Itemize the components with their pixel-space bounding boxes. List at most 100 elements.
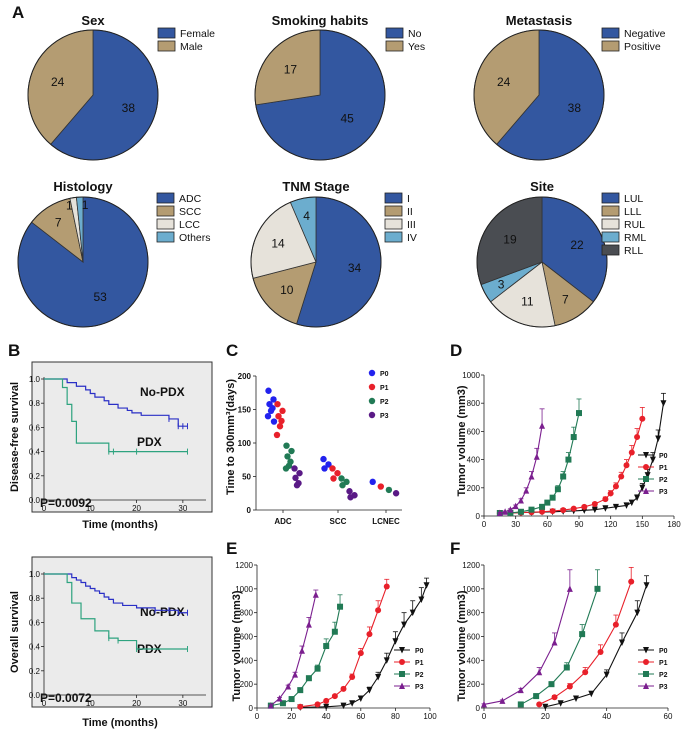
growth-x-tick-label: 80 <box>391 712 400 721</box>
growth-point-p1 <box>536 701 543 708</box>
legend-swatch-histology-scc <box>156 205 175 217</box>
scatter-legend-marker-p2 <box>368 397 376 405</box>
pie-slice-label-site-rll: 19 <box>503 233 517 247</box>
growth-y-tick-label: 0 <box>476 704 481 713</box>
scatter-c-ylabel: Time to 300mm³(days) <box>225 379 237 495</box>
growth-point-p1 <box>375 607 382 614</box>
scatter-point-p0 <box>320 455 327 463</box>
pie-title-site: Site <box>530 179 554 194</box>
growth-point-p1 <box>591 501 598 508</box>
km-y-tick-label: 0.0 <box>29 691 41 700</box>
growth-legend-marker-p2 <box>643 671 649 677</box>
scatter-point-p2 <box>385 486 393 494</box>
growth-point-p1 <box>551 694 558 701</box>
pie-tnm: 34 10 14 4 <box>250 196 382 328</box>
scatter-point-p3 <box>291 465 298 472</box>
growth-point-p2 <box>517 508 524 515</box>
growth-y-tick-label: 800 <box>467 609 481 618</box>
growth-y-tick-label: 600 <box>467 427 481 436</box>
growth-legend-label-p1: P1 <box>659 660 668 667</box>
growth-legend-marker-p1 <box>643 659 649 665</box>
growth-point-p0 <box>409 609 416 617</box>
growth-series-growth_f-p1 <box>536 566 635 708</box>
pie-outline-site <box>476 196 608 328</box>
growth-line-p3 <box>483 588 571 705</box>
growth-x-tick-label: 60 <box>356 712 365 721</box>
growth-point-p2 <box>570 434 577 441</box>
growth-point-p1 <box>628 449 635 456</box>
legend-label-smoking-no: No <box>408 28 422 40</box>
growth-point-p0 <box>401 621 408 629</box>
growth-legend-label-p1: P1 <box>415 660 424 667</box>
pie-title-sex: Sex <box>81 13 105 28</box>
pie-outline-tnm <box>250 196 382 328</box>
growth-x-tick-label: 30 <box>511 520 520 529</box>
legend-swatch-site-lll <box>601 205 620 217</box>
growth-point-p3 <box>276 694 283 702</box>
pie-slice-label-sex-female: 38 <box>122 101 136 115</box>
legend-label-tnm-iii: III <box>407 219 416 231</box>
pie-slice-label-tnm-iv: 4 <box>303 209 310 223</box>
growth-point-p1 <box>582 669 589 676</box>
km-y-tick-label: 0.0 <box>29 496 41 505</box>
growth-point-p1 <box>570 505 577 512</box>
pie-slice-label-histology-scc: 7 <box>55 215 62 229</box>
growth-legend-label-p0: P0 <box>415 648 424 655</box>
scatter-y-tick-label: 200 <box>238 372 252 381</box>
legend-label-metastasis-positive: Positive <box>624 41 661 53</box>
growth-point-p0 <box>323 703 330 711</box>
legend-swatch-smoking-no <box>385 27 404 39</box>
growth-point-p0 <box>623 502 630 509</box>
growth-legend-label-p2: P2 <box>659 477 668 484</box>
growth-point-p2 <box>288 696 295 703</box>
growth-point-p2 <box>507 509 514 516</box>
growth-point-p3 <box>517 496 524 504</box>
growth-point-p1 <box>628 578 635 585</box>
growth-point-p1 <box>597 648 604 655</box>
legend-label-site-rml: RML <box>624 232 646 244</box>
growth-point-p3 <box>539 422 546 429</box>
legend-swatch-site-rul <box>601 218 620 230</box>
growth-point-p0 <box>375 674 382 681</box>
growth-legend-marker-p3 <box>643 487 649 494</box>
km-chart-os: Overall survival Time (months) No-PDX PD… <box>9 556 213 729</box>
growth-d-ylabel: Tumor volume (mm3) <box>456 385 468 496</box>
growth-point-p0 <box>634 494 641 502</box>
scatter-y-tick-label: 100 <box>238 439 252 448</box>
growth-y-tick-label: 600 <box>467 633 481 642</box>
km-os-ylabel: Overall survival <box>9 591 21 673</box>
growth-point-p2 <box>533 693 540 700</box>
growth-y-tick-label: 400 <box>467 456 481 465</box>
growth-point-p2 <box>337 603 344 610</box>
growth-y-tick-label: 200 <box>240 680 254 689</box>
scatter-x-tick-label: ADC <box>274 517 292 526</box>
km-dfs-xlabel: Time (months) <box>82 519 158 531</box>
growth-legend-marker-p1 <box>399 659 405 665</box>
growth-point-p3 <box>267 702 274 709</box>
scatter-point-p0 <box>264 413 272 420</box>
legend-label-site-rul: RUL <box>624 219 645 231</box>
km-y-tick-label: 1.0 <box>29 570 41 579</box>
km-curve-os-pdx <box>44 573 188 650</box>
scatter-point-p3 <box>346 488 353 495</box>
growth-point-p0 <box>612 503 619 511</box>
pie-slice-label-site-rul: 11 <box>521 295 534 309</box>
km-curve-dfs-pdx <box>44 378 188 453</box>
scatter-point-p1 <box>273 431 281 439</box>
growth-y-tick-label: 600 <box>240 633 254 642</box>
growth-series-growth_f-p0 <box>542 575 650 711</box>
growth-legend-marker-p3 <box>643 682 649 689</box>
growth-series-growth_e-p3 <box>267 589 319 709</box>
scatter-legend-marker-p0 <box>368 369 376 377</box>
growth-point-p2 <box>548 681 555 688</box>
legend-swatch-smoking-yes <box>385 40 404 52</box>
km-y-tick-label: 0.2 <box>29 472 41 481</box>
scatter-point-p0 <box>325 461 332 468</box>
km-os-pvalue: P=0.0072 <box>40 691 92 705</box>
growth-point-p2 <box>528 506 535 513</box>
growth-point-p2 <box>594 585 601 592</box>
legend-swatch-tnm-i <box>384 192 403 204</box>
km-y-tick-label: 0.4 <box>29 643 41 652</box>
growth-point-p0 <box>603 671 610 679</box>
